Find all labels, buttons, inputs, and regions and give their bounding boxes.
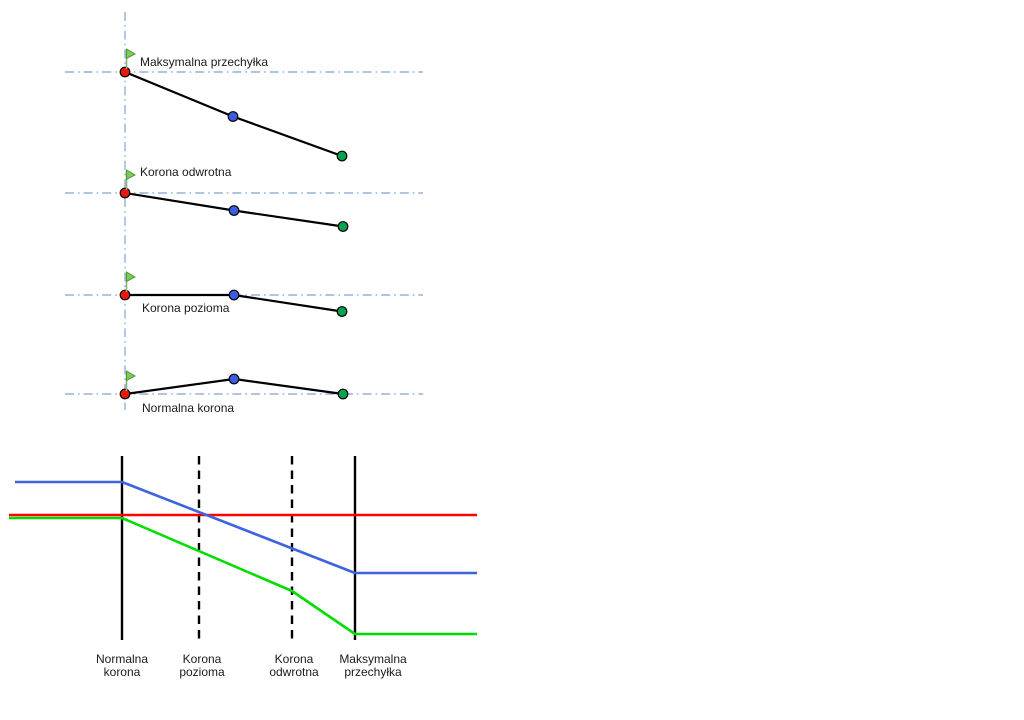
section-label-normalna-korona: Normalna korona: [142, 401, 234, 415]
station-label-pozioma-line2: pozioma: [179, 665, 225, 679]
section-label-korona-odwrotna: Korona odwrotna: [140, 165, 232, 179]
blue-point-korona-odwrotna: [228, 205, 240, 216]
flag-icon-korona-odwrotna: [126, 169, 137, 181]
red-point-korona-pozioma: [119, 289, 131, 301]
station-label-normalna-line1: Normalna: [96, 652, 148, 666]
profile-line-blue: [15, 480, 477, 575]
blue-point-normalna-korona: [228, 373, 240, 385]
blue-point-korona-pozioma: [228, 289, 240, 301]
station-label-odwrotna-line1: Korona: [275, 652, 314, 666]
station-label-maksymalna-line1: Maksymalna: [339, 652, 407, 666]
profile-line-green: [9, 516, 477, 636]
section-label-maksymalna-przechylka: Maksymalna przechyłka: [140, 55, 268, 69]
blue-point-maksymalna-przechylka: [227, 111, 239, 122]
flag-icon-normalna-korona: [126, 370, 137, 382]
flag-icon-korona-pozioma: [126, 271, 137, 283]
profile-chart: [9, 456, 477, 640]
cross-section-points: [119, 66, 349, 400]
station-label-maksymalna-line2: przechyłka: [344, 665, 402, 679]
flag-icon-maksymalna-przechylka: [126, 48, 137, 60]
green-point-korona-pozioma: [336, 306, 348, 317]
station-label-odwrotna-line2: odwrotna: [269, 665, 319, 679]
flag-markers: [125, 48, 137, 391]
red-point-korona-odwrotna: [119, 187, 131, 199]
station-label-normalna-line2: korona: [104, 665, 141, 679]
red-point-maksymalna-przechylka: [119, 66, 131, 78]
green-point-korona-odwrotna: [337, 221, 349, 232]
red-point-normalna-korona: [119, 388, 131, 400]
green-point-normalna-korona: [337, 388, 349, 400]
green-point-maksymalna-przechylka: [336, 150, 348, 162]
station-label-pozioma-line1: Korona: [183, 652, 222, 666]
section-label-korona-pozioma: Korona pozioma: [142, 301, 230, 315]
